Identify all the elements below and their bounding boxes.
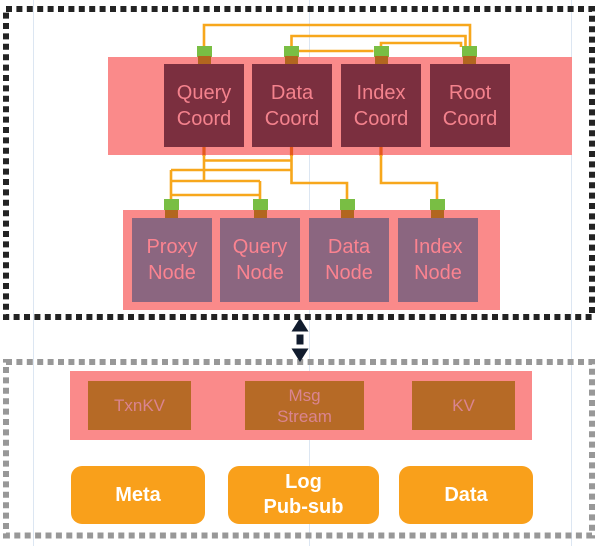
index-node-box: Index Node — [398, 218, 478, 302]
query-coord-box: Query Coord — [164, 64, 244, 147]
data-coord-label-line1: Data — [270, 81, 314, 104]
meta-service-box: Meta — [71, 466, 205, 524]
query-node-box: Query Node — [220, 218, 300, 302]
log-pubsub-label-line1: Log — [285, 471, 322, 493]
data-service-label: Data — [444, 483, 488, 506]
kv-store-box: KV — [412, 381, 515, 430]
index-coord-box: Index Coord — [341, 64, 421, 147]
green-port-icon — [252, 199, 268, 210]
log-pubsub-service-box: Log Pub-sub — [228, 466, 379, 524]
msg-stream-label-line2: Stream — [277, 406, 332, 426]
proxy-node-label-line2: Node — [148, 262, 196, 284]
green-port-icon — [339, 199, 355, 210]
msg-stream-label-line1: Msg — [288, 385, 321, 405]
kv-label: KV — [452, 396, 475, 415]
data-service-box: Data — [399, 466, 533, 524]
data-coord-box: Data Coord — [252, 64, 332, 147]
proxy-node-box: Proxy Node — [132, 218, 212, 302]
data-node-box: Data Node — [309, 218, 389, 302]
index-node-label-line1: Index — [413, 236, 463, 258]
data-node-label-line2: Node — [325, 262, 373, 284]
index-coord-label-line2: Coord — [353, 107, 409, 130]
index-coord-label-line1: Index — [356, 81, 406, 104]
txnkv-store-box: TxnKV — [88, 381, 191, 430]
green-port-icon — [163, 199, 179, 210]
data-node-label-line1: Data — [327, 236, 371, 258]
index-node-label-line2: Node — [414, 262, 462, 284]
query-node-label-line2: Node — [236, 262, 284, 284]
query-coord-label-line1: Query — [176, 81, 232, 104]
proxy-node-label-line1: Proxy — [146, 236, 198, 258]
msg-stream-store-box: Msg Stream — [245, 381, 364, 430]
query-node-label-line1: Query — [232, 236, 288, 258]
log-pubsub-label-line2: Pub-sub — [263, 496, 344, 518]
meta-label: Meta — [115, 483, 161, 506]
green-port-icon — [429, 199, 445, 210]
data-coord-label-line2: Coord — [264, 107, 320, 130]
txnkv-label: TxnKV — [113, 396, 166, 415]
query-coord-label-line2: Coord — [176, 107, 232, 130]
root-coord-box: Root Coord — [430, 64, 510, 147]
bidirectional-arrow-icon — [291, 318, 309, 362]
root-coord-label-line1: Root — [448, 81, 492, 104]
root-coord-label-line2: Coord — [442, 107, 498, 130]
